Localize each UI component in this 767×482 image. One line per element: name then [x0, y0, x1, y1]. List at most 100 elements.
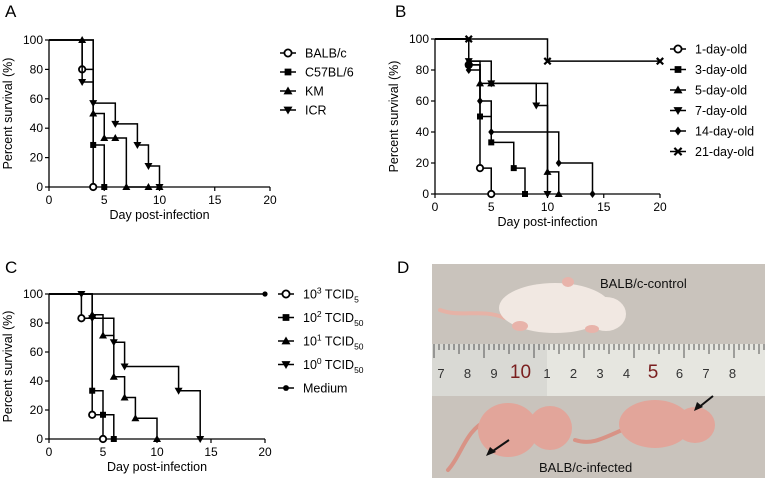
data-point-stroke [656, 57, 664, 66]
control-mouse-body [499, 283, 611, 333]
legend-entry: 100 TCID50 [278, 356, 364, 375]
x-tick-label: 20 [263, 193, 277, 207]
legend-marker [282, 314, 290, 321]
legend-label: 14-day-old [695, 125, 754, 139]
series-7-day-old [435, 38, 552, 198]
panel-label-b: B [395, 2, 406, 21]
legend-label-sub: 5 [354, 295, 359, 305]
data-point [120, 393, 129, 401]
ruler-number: 4 [623, 366, 630, 381]
x-tick-label: 10 [150, 445, 164, 459]
control-mouse-tail [438, 308, 507, 320]
y-tick-label: 0 [422, 187, 429, 201]
legend-label-rest: TCID [322, 335, 354, 349]
panel-label-c: C [5, 258, 17, 277]
control-mouse-paw [512, 321, 528, 331]
data-point [109, 339, 118, 347]
series-10-3-tcid5 [49, 293, 108, 444]
data-point [100, 411, 106, 418]
y-tick-label: 40 [30, 374, 44, 388]
legend-label-sup: 0 [317, 356, 322, 366]
legend-label-base: 10 [303, 358, 317, 372]
series-line [435, 38, 594, 194]
data-point [120, 363, 129, 371]
legend-label-sup: 2 [317, 309, 322, 319]
panel-label-a: A [5, 2, 17, 21]
x-tick-label: 15 [204, 445, 218, 459]
data-point-stroke [543, 57, 552, 66]
ruler-highlight [547, 344, 765, 396]
legend-label: 21-day-old [695, 145, 754, 159]
infected-mouse-body [478, 403, 538, 457]
data-point [555, 159, 562, 167]
y-tick-label: 40 [30, 121, 44, 135]
data-point [109, 372, 118, 380]
data-point [144, 162, 153, 170]
legend-marker [674, 66, 682, 73]
legend-label-sub: 50 [354, 342, 364, 352]
infected-mouse-body [619, 400, 691, 448]
ruler-number: 9 [490, 366, 497, 381]
data-point [174, 387, 183, 395]
ruler-number: 5 [648, 362, 659, 383]
legend-label: BALB/c [305, 47, 347, 61]
data-point [487, 189, 496, 199]
infected-mouse-right [573, 400, 715, 448]
data-point [100, 134, 109, 142]
legend-label-base: 10 [303, 311, 317, 325]
series-km [49, 36, 164, 190]
legend-label: KM [305, 85, 324, 99]
y-axis-title: Percent survival (%) [1, 311, 15, 423]
legend-label-sup: 3 [317, 286, 322, 296]
series-10-0-tcid50 [49, 291, 205, 443]
legend-entry: 14-day-old [670, 125, 754, 139]
legend-entry: 103 TCID5 [278, 286, 359, 305]
legend-marker [673, 44, 683, 54]
data-point [155, 184, 164, 191]
legend-marker [281, 336, 291, 345]
legend-marker [673, 85, 683, 94]
series-3-day-old [435, 38, 528, 197]
x-tick-label: 0 [432, 200, 439, 214]
legend-label: 103 TCID5 [303, 286, 359, 305]
series-line [435, 38, 660, 62]
data-point [656, 57, 664, 66]
data-point [77, 314, 86, 323]
arrow-right-head [694, 402, 703, 411]
infected-mouse-left [446, 403, 572, 472]
legend-entry: 21-day-old [670, 145, 754, 159]
legend-marker [283, 106, 293, 115]
infected-mouse-head [675, 407, 715, 443]
data-point [89, 182, 98, 192]
x-axis-title: Day post-infection [497, 215, 597, 229]
caption-control: BALB/c-control [600, 276, 687, 291]
ruler-number: 3 [596, 366, 603, 381]
x-axis-title: Day post-infection [107, 460, 207, 474]
data-point [475, 164, 485, 173]
legend-marker [283, 385, 289, 391]
data-point [89, 387, 96, 394]
caption-infected: BALB/c-infected [539, 460, 632, 475]
y-axis-title: Percent survival (%) [387, 61, 401, 173]
legend-marker [281, 289, 291, 299]
data-point [89, 109, 98, 117]
data-point [522, 191, 528, 197]
legend-entry: 7-day-old [670, 104, 747, 118]
ruler-number: 7 [702, 366, 709, 381]
y-tick-label: 60 [30, 92, 44, 106]
legend-entry: BALB/c [280, 47, 347, 61]
ruler-number: 8 [729, 366, 736, 381]
ruler-number: 1 [543, 366, 550, 381]
ruler: 7 8 9 10 1 2 3 4 5 6 7 8 [432, 344, 765, 396]
x-tick-label: 0 [46, 445, 53, 459]
y-tick-label: 40 [416, 125, 430, 139]
data-point [88, 410, 97, 419]
ruler-number: 8 [464, 366, 471, 381]
y-tick-label: 0 [36, 432, 43, 446]
ruler-ticks [433, 344, 765, 358]
control-mouse-head [586, 297, 626, 331]
y-tick-label: 0 [36, 180, 43, 194]
data-point [111, 134, 120, 142]
legend-entry: Medium [278, 382, 347, 396]
